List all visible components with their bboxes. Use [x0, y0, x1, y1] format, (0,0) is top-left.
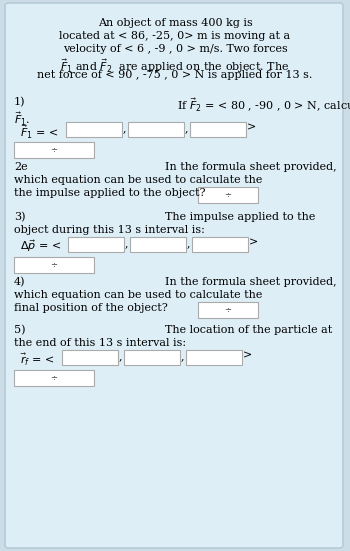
Text: ,: , — [123, 123, 126, 133]
FancyBboxPatch shape — [128, 122, 184, 137]
Text: In the formula sheet provided,: In the formula sheet provided, — [165, 162, 337, 172]
Text: the impulse applied to the object?: the impulse applied to the object? — [14, 188, 205, 198]
FancyBboxPatch shape — [190, 122, 246, 137]
Text: The location of the particle at: The location of the particle at — [165, 325, 332, 335]
Text: >: > — [247, 123, 256, 133]
Text: ÷: ÷ — [50, 145, 57, 154]
FancyBboxPatch shape — [198, 302, 258, 318]
Text: ,: , — [119, 351, 122, 361]
FancyBboxPatch shape — [186, 350, 242, 365]
Text: final position of the object?: final position of the object? — [14, 303, 168, 313]
FancyBboxPatch shape — [14, 370, 94, 386]
Text: velocity of < 6 , -9 , 0 > m/s. Two forces: velocity of < 6 , -9 , 0 > m/s. Two forc… — [63, 44, 287, 54]
Text: ,: , — [125, 238, 128, 248]
Text: ,: , — [187, 238, 190, 248]
Text: ÷: ÷ — [50, 261, 57, 269]
Text: An object of mass 400 kg is: An object of mass 400 kg is — [98, 18, 252, 28]
FancyBboxPatch shape — [5, 3, 343, 548]
Text: net force of < 90 , -75 , 0 > N is applied for 13 s.: net force of < 90 , -75 , 0 > N is appli… — [37, 70, 313, 80]
FancyBboxPatch shape — [62, 350, 118, 365]
Text: The impulse applied to the: The impulse applied to the — [165, 212, 315, 222]
Text: the end of this 13 s interval is:: the end of this 13 s interval is: — [14, 338, 186, 348]
FancyBboxPatch shape — [192, 237, 248, 252]
FancyBboxPatch shape — [198, 187, 258, 203]
Text: ,: , — [185, 123, 189, 133]
Text: 2e: 2e — [14, 162, 28, 172]
Text: $\vec{F}_1$ = <: $\vec{F}_1$ = < — [20, 123, 58, 141]
FancyBboxPatch shape — [14, 257, 94, 273]
Text: 1): 1) — [14, 97, 26, 107]
FancyBboxPatch shape — [66, 122, 122, 137]
Text: >: > — [243, 351, 252, 361]
Text: ,: , — [181, 351, 184, 361]
FancyBboxPatch shape — [130, 237, 186, 252]
FancyBboxPatch shape — [14, 142, 94, 158]
Text: $\vec{F}_1$.: $\vec{F}_1$. — [14, 110, 30, 127]
Text: $\vec{r}_f$ = <: $\vec{r}_f$ = < — [20, 351, 54, 368]
Text: 3): 3) — [14, 212, 26, 222]
Text: In the formula sheet provided,: In the formula sheet provided, — [165, 277, 337, 287]
Text: >: > — [249, 238, 258, 248]
FancyBboxPatch shape — [68, 237, 124, 252]
Text: $\Delta\vec{p}$ = <: $\Delta\vec{p}$ = < — [20, 238, 61, 253]
Text: ÷: ÷ — [224, 305, 231, 315]
Text: ÷: ÷ — [224, 191, 231, 199]
Text: ÷: ÷ — [50, 374, 57, 382]
Text: object during this 13 s interval is:: object during this 13 s interval is: — [14, 225, 205, 235]
Text: 4): 4) — [14, 277, 26, 287]
Text: $\vec{F}_1$ and $\vec{F}_2$  are applied on the object. The: $\vec{F}_1$ and $\vec{F}_2$ are applied … — [61, 57, 289, 75]
Text: located at < 86, -25, 0> m is moving at a: located at < 86, -25, 0> m is moving at … — [60, 31, 290, 41]
Text: 5): 5) — [14, 325, 26, 336]
FancyBboxPatch shape — [124, 350, 180, 365]
Text: which equation can be used to calculate the: which equation can be used to calculate … — [14, 290, 262, 300]
Text: which equation can be used to calculate the: which equation can be used to calculate … — [14, 175, 262, 185]
Text: If $\vec{F}_2$ = < 80 , -90 , 0 > N, calculate: If $\vec{F}_2$ = < 80 , -90 , 0 > N, cal… — [177, 97, 350, 115]
